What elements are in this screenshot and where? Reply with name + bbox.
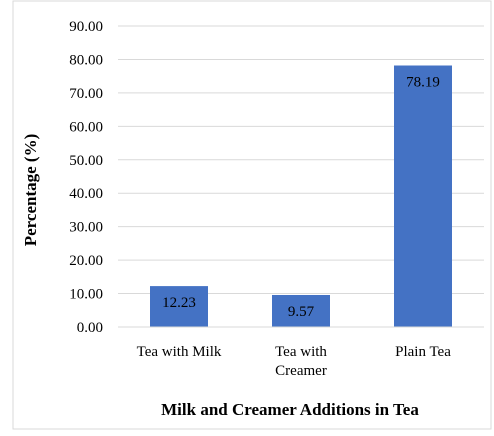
data-label: 78.19 (406, 74, 440, 90)
x-axis-title: Milk and Creamer Additions in Tea (161, 400, 419, 419)
x-tick-label: Creamer (275, 363, 327, 379)
data-label: 9.57 (288, 304, 315, 320)
y-tick-label: 80.00 (69, 52, 103, 68)
y-axis-title: Percentage (%) (21, 134, 40, 247)
y-tick-label: 40.00 (69, 186, 103, 202)
y-tick-label: 30.00 (69, 220, 103, 236)
y-tick-label: 0.00 (77, 320, 103, 336)
y-tick-label: 90.00 (69, 19, 103, 35)
y-tick-label: 60.00 (69, 119, 103, 135)
bar (394, 65, 452, 327)
y-tick-label: 50.00 (69, 153, 103, 169)
data-label: 12.23 (162, 295, 196, 311)
bar (150, 286, 208, 327)
y-tick-label: 20.00 (69, 253, 103, 269)
x-tick-label: Plain Tea (395, 344, 451, 360)
y-tick-label: 70.00 (69, 86, 103, 102)
y-tick-labels: 0.00 10.00 20.00 30.00 40.00 50.00 60.00 70.00 8… (69, 19, 103, 336)
x-tick-label: Tea with (275, 344, 327, 360)
x-tick-label: Tea with Milk (137, 344, 222, 360)
x-tick-labels: Tea with Milk Tea with Creamer Plain Tea (137, 344, 452, 379)
bars: 12.23 9.57 78.19 (150, 65, 452, 327)
y-tick-label: 10.00 (69, 287, 103, 303)
bar (272, 294, 330, 327)
